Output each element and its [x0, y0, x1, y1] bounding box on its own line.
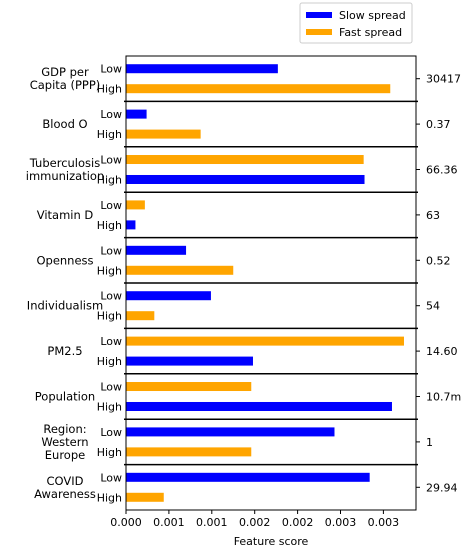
threshold-label-region-western-europe: 1 [426, 436, 433, 449]
bar-population-high [126, 401, 392, 411]
legend-label-fast-spread: Fast spread [339, 26, 402, 39]
level-label: High [97, 173, 122, 186]
level-label: Low [100, 244, 122, 257]
bar-individualism-high [126, 311, 155, 321]
x-tick-label: 0.003 [325, 516, 357, 529]
threshold-label-vitamin-d: 63 [426, 209, 440, 222]
x-axis-label: Feature score [234, 535, 309, 548]
group-label-pm2-5: PM2.5 [47, 344, 82, 358]
group-label-blood-o: Blood O [42, 117, 87, 131]
bar-gdp-per-capita-ppp-low [126, 64, 278, 74]
threshold-axis: 30417 0.37 66.36 63 0.52 54 14.60 10.7m 1 29.94 [416, 73, 461, 494]
level-label: Low [100, 290, 122, 303]
bar-tuberculosis-immunization-high [126, 174, 365, 184]
x-axis: 0.000 0.001 0.001 0.002 0.002 0.003 0.003 [110, 510, 399, 529]
bar-vitamin-d-high [126, 220, 136, 230]
level-label: Low [100, 335, 122, 348]
bar-openness-low [126, 245, 187, 255]
group-label-gdp-per-capita-ppp: GDP per Capita (PPP) [30, 65, 101, 92]
bar-covid-awareness-high [126, 492, 164, 502]
bar-gdp-per-capita-ppp-high [126, 84, 391, 94]
bar-blood-o-high [126, 129, 201, 139]
level-label: Low [100, 108, 122, 121]
legend: Slow spread Fast spread [299, 2, 413, 44]
threshold-label-individualism: 54 [426, 300, 440, 313]
group-label-covid-awareness: COVID Awareness [34, 474, 96, 501]
x-tick-label: 0.001 [153, 516, 185, 529]
x-tick-label: 0.000 [110, 516, 142, 529]
level-label: High [97, 491, 122, 504]
x-tick-label: 0.001 [196, 516, 228, 529]
group-label-population: Population [35, 390, 95, 404]
bar-covid-awareness-low [126, 472, 370, 482]
level-label: High [97, 83, 122, 96]
bar-tuberculosis-immunization-low [126, 155, 364, 165]
threshold-label-gdp-per-capita-ppp: 30417 [426, 73, 461, 86]
bar-openness-high [126, 265, 234, 275]
level-label: High [97, 310, 122, 323]
level-label: High [97, 264, 122, 277]
group-label-region-western-europe: Region: Western Europe [41, 422, 88, 462]
level-label: Low [100, 471, 122, 484]
group-label-openness: Openness [36, 253, 93, 267]
threshold-label-pm2-5: 14.60 [426, 345, 458, 358]
bar-region-western-europe-high [126, 447, 252, 457]
level-label: Low [100, 199, 122, 212]
level-label: High [97, 446, 122, 459]
level-label: High [97, 219, 122, 232]
level-label: Low [100, 381, 122, 394]
plot-area [124, 55, 418, 511]
threshold-label-population: 10.7m [426, 391, 461, 404]
plot-frame [125, 55, 417, 511]
bar-pm2-5-high [126, 356, 253, 366]
bar-population-low [126, 382, 252, 392]
legend-label-slow-spread: Slow spread [339, 9, 406, 22]
legend-swatch-fast-spread [306, 29, 332, 35]
threshold-label-openness: 0.52 [426, 254, 451, 267]
level-label: High [97, 355, 122, 368]
bar-individualism-low [126, 291, 211, 301]
group-label-vitamin-d: Vitamin D [37, 208, 94, 222]
bar-region-western-europe-low [126, 427, 335, 437]
level-label: High [97, 128, 122, 141]
level-label: Low [100, 426, 122, 439]
bar-vitamin-d-low [126, 200, 145, 210]
threshold-label-blood-o: 0.37 [426, 118, 451, 131]
x-tick-label: 0.003 [368, 516, 400, 529]
x-tick-label: 0.002 [282, 516, 314, 529]
level-label: Low [100, 154, 122, 167]
level-label: High [97, 400, 122, 413]
group-label-individualism: Individualism [27, 299, 103, 313]
x-tick-label: 0.002 [239, 516, 271, 529]
level-label: Low [100, 63, 122, 76]
bar-blood-o-low [126, 109, 147, 119]
threshold-label-tuberculosis-immunization: 66.36 [426, 164, 458, 177]
group-label-tuberculosis-immunization: Tuberculosis immunization [26, 156, 104, 183]
legend-swatch-slow-spread [306, 12, 332, 18]
bar-pm2-5-low [126, 336, 404, 346]
threshold-label-covid-awareness: 29.94 [426, 481, 458, 494]
